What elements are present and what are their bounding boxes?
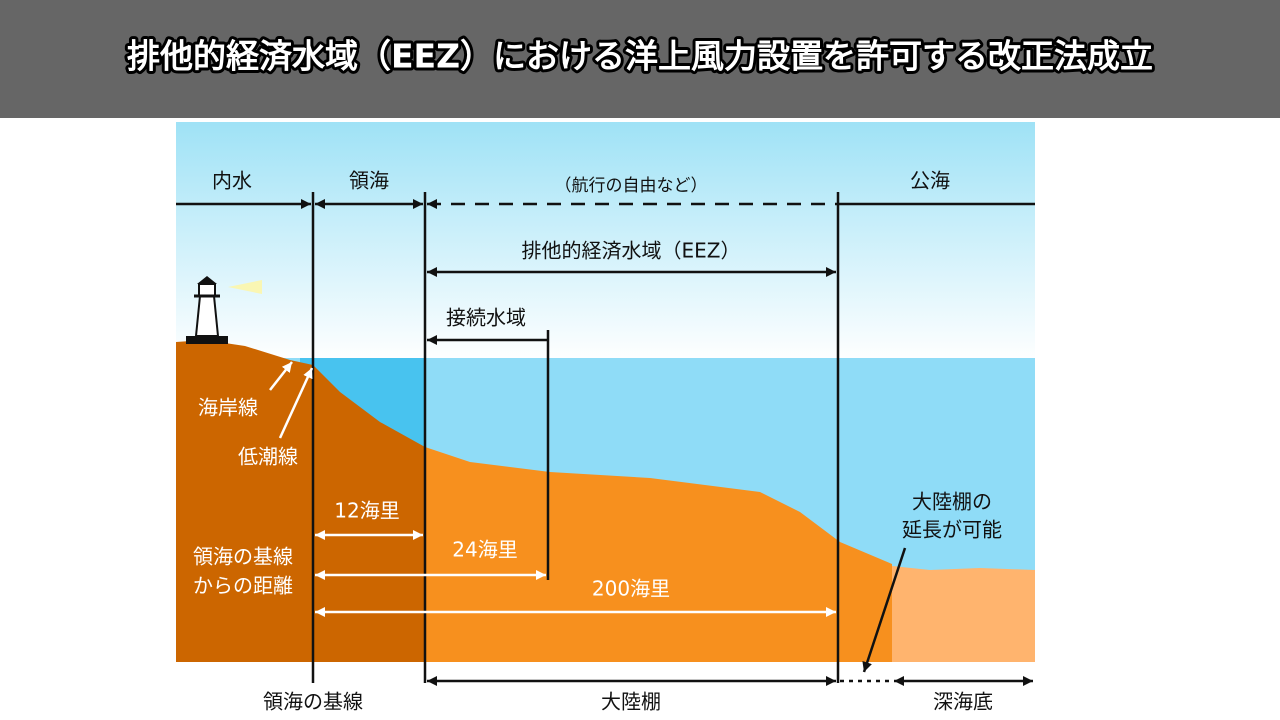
label: 公海 [910,169,950,193]
label: 接続水域 [446,306,526,330]
distance-arrows [269,361,836,617]
label: 24海里 [452,538,517,562]
label: 領海の基線 [263,690,363,714]
label: 領海の基線 [193,545,293,569]
lighthouse [186,276,262,344]
label: 海岸線 [198,396,258,420]
lines [176,192,1035,686]
label: 延長が可能 [902,518,1002,542]
label: 排他的経済水域（EEZ） [522,239,741,263]
label: 領海 [349,169,389,193]
label: 12海里 [334,499,399,523]
label: 大陸棚 [601,690,661,714]
header-bar [0,0,1280,118]
label: 深海底 [933,690,993,714]
label: 大陸棚の [912,490,992,514]
land [176,340,425,662]
label: （航行の自由など） [555,176,708,196]
deep-seabed [892,566,1035,662]
label: 内水 [212,169,252,193]
sky [176,122,1035,362]
label: 低潮線 [238,445,298,469]
label: 200海里 [592,577,670,601]
title: 排他的経済水域（EEZ）における洋上風力設置を許可する改正法成立 [127,37,1153,76]
diagram [176,122,1035,686]
label: からの距離 [193,574,293,598]
